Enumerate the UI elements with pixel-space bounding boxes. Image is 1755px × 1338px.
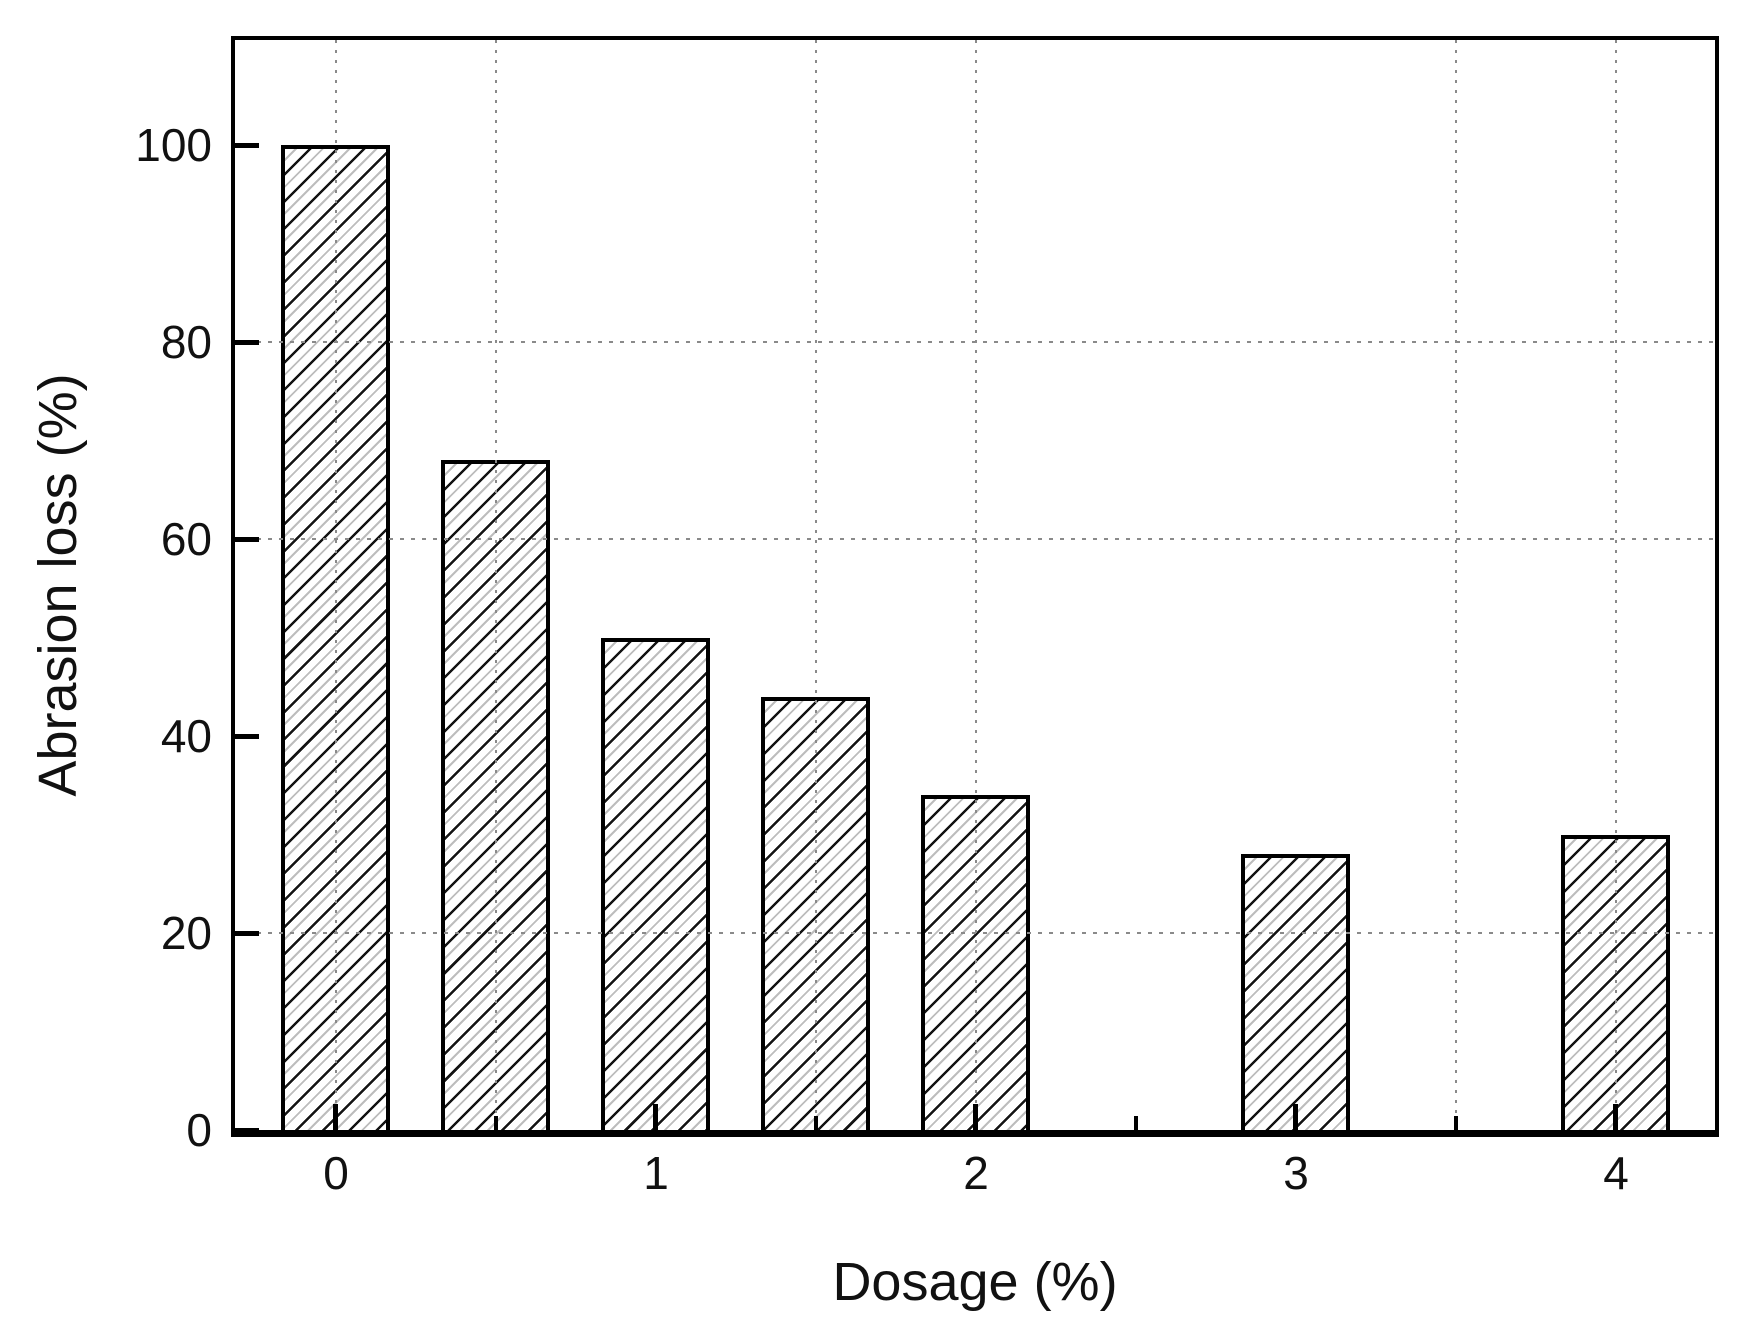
y-tick-label: 80 (160, 316, 212, 368)
y-tick-label: 0 (186, 1104, 212, 1156)
x-axis-major-tick (333, 1104, 338, 1130)
y-axis-tick (235, 537, 259, 542)
x-tick-label: 3 (1283, 1147, 1309, 1199)
horizontal-gridline (235, 538, 1715, 540)
x-axis-title: Dosage (%) (832, 1252, 1118, 1312)
x-tick-label: 4 (1603, 1147, 1629, 1199)
vertical-gridline (335, 40, 337, 1130)
x-axis-minor-tick (814, 1116, 818, 1130)
x-axis-minor-tick (1454, 1116, 1458, 1130)
horizontal-gridline (235, 932, 1715, 934)
bar-dosage-1 (601, 638, 710, 1130)
y-tick-label: 60 (160, 513, 212, 565)
x-tick-label: 2 (963, 1147, 989, 1199)
vertical-gridline (975, 40, 977, 1130)
y-tick-label: 20 (160, 907, 212, 959)
vertical-gridline (1615, 40, 1617, 1130)
vertical-gridline (495, 40, 497, 1130)
y-axis-tick (235, 734, 259, 739)
x-axis-minor-tick (1134, 1116, 1138, 1130)
y-axis-tick (235, 143, 259, 148)
x-axis-major-tick (973, 1104, 978, 1130)
x-axis-major-tick (653, 1104, 658, 1130)
bar-dosage-3 (1241, 854, 1350, 1130)
x-axis-minor-tick (494, 1116, 498, 1130)
y-tick-label: 100 (135, 119, 212, 171)
x-tick-label: 0 (323, 1147, 349, 1199)
y-tick-label: 40 (160, 710, 212, 762)
x-axis-major-tick (1293, 1104, 1298, 1130)
vertical-gridline (1455, 40, 1457, 1130)
y-axis-tick (235, 340, 259, 345)
y-axis-title: Abrasion loss (%) (28, 373, 88, 797)
y-axis-tick (235, 1128, 259, 1133)
y-axis-tick (235, 931, 259, 936)
vertical-gridline (815, 40, 817, 1130)
x-tick-label: 1 (643, 1147, 669, 1199)
horizontal-gridline (235, 341, 1715, 343)
plot-area (231, 36, 1719, 1137)
x-axis-major-tick (1613, 1104, 1618, 1130)
